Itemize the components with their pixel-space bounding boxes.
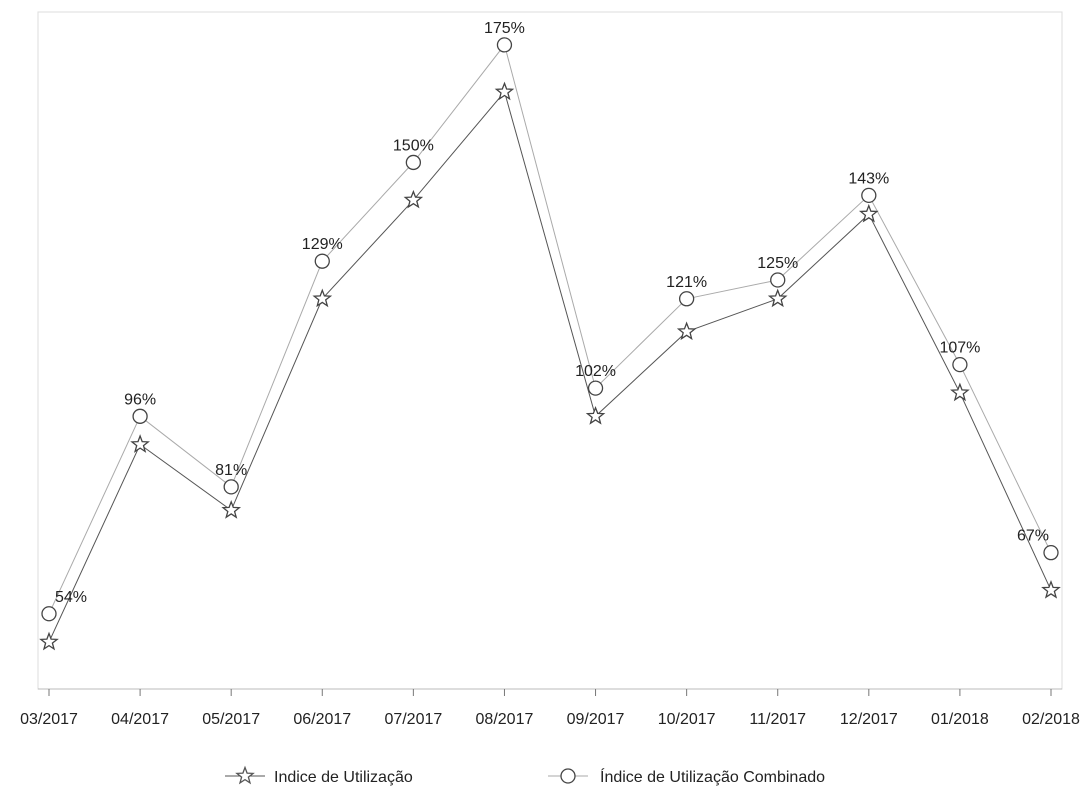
x-tick-label: 12/2017 [840, 711, 898, 728]
x-tick-label: 05/2017 [202, 711, 260, 728]
data-label: 81% [215, 462, 247, 479]
star-marker [312, 288, 333, 308]
star-marker [130, 434, 150, 453]
data-label: 150% [393, 137, 434, 154]
circle-marker [678, 291, 695, 307]
star-marker [403, 189, 424, 209]
circle-marker [496, 37, 513, 53]
x-tick-label: 02/2018 [1022, 711, 1080, 728]
data-labels: 54% 96% 81% 129% 150% 175% 102% 121% 125% 143% 107… [55, 20, 1049, 606]
data-label: 67% [1017, 528, 1049, 545]
data-label: 143% [848, 170, 889, 187]
data-label: 125% [757, 255, 798, 272]
circle-marker [223, 479, 239, 495]
circle-marker [587, 380, 604, 396]
plot-area [37, 11, 1063, 690]
x-tick-label: 03/2017 [20, 711, 78, 728]
circle-marker [861, 187, 877, 204]
series-lines [48, 43, 1052, 643]
circle-marker [314, 253, 330, 269]
data-label: 54% [55, 589, 87, 606]
circle-icon [560, 768, 576, 784]
series-markers [39, 37, 1061, 651]
data-label: 129% [302, 236, 343, 253]
star-marker [39, 631, 59, 651]
legend-item-indice-de-utilizacao-combinado: Índice de Utilização Combinado [548, 767, 825, 786]
x-tick-label: 08/2017 [476, 711, 534, 728]
x-tick-label: 04/2017 [111, 711, 169, 728]
x-tick-label: 01/2018 [931, 711, 989, 728]
x-tick-label: 09/2017 [567, 711, 625, 728]
star-marker [221, 499, 242, 519]
star-marker [676, 321, 697, 341]
star-marker [494, 81, 515, 101]
data-label: 121% [666, 274, 707, 291]
data-label: 102% [575, 363, 616, 380]
data-label: 107% [939, 340, 980, 357]
star-marker [950, 382, 970, 402]
x-tick-label: 11/2017 [749, 711, 806, 728]
series-line-1 [48, 43, 1052, 615]
star-marker [1041, 579, 1061, 599]
series-line-0 [48, 90, 1052, 643]
circle-marker [405, 154, 422, 171]
star-marker [767, 288, 788, 308]
circle-marker [1043, 545, 1059, 561]
star-marker [858, 203, 879, 223]
data-label: 175% [484, 20, 525, 37]
legend-item-indice-de-utilizacao: Indice de Utilização [225, 765, 413, 786]
circle-marker [132, 408, 148, 424]
circle-marker [770, 272, 786, 288]
data-label: 96% [124, 391, 156, 408]
x-axis-ticks: 03/2017 04/2017 05/2017 06/2017 07/2017 08/20… [20, 689, 1080, 728]
x-tick-label: 06/2017 [293, 711, 351, 728]
star-icon [235, 765, 255, 785]
legend-label-indice-de-utilizacao: Indice de Utilização [274, 769, 413, 786]
legend: Indice de Utilização Índice de Utilizaçã… [225, 765, 825, 786]
legend-label-indice-de-utilizacao-combinado: Índice de Utilização Combinado [600, 767, 825, 786]
x-tick-label: 07/2017 [384, 711, 442, 728]
circle-marker [952, 356, 968, 373]
circle-marker [41, 606, 57, 622]
star-marker [585, 405, 606, 425]
x-tick-label: 10/2017 [658, 711, 716, 728]
